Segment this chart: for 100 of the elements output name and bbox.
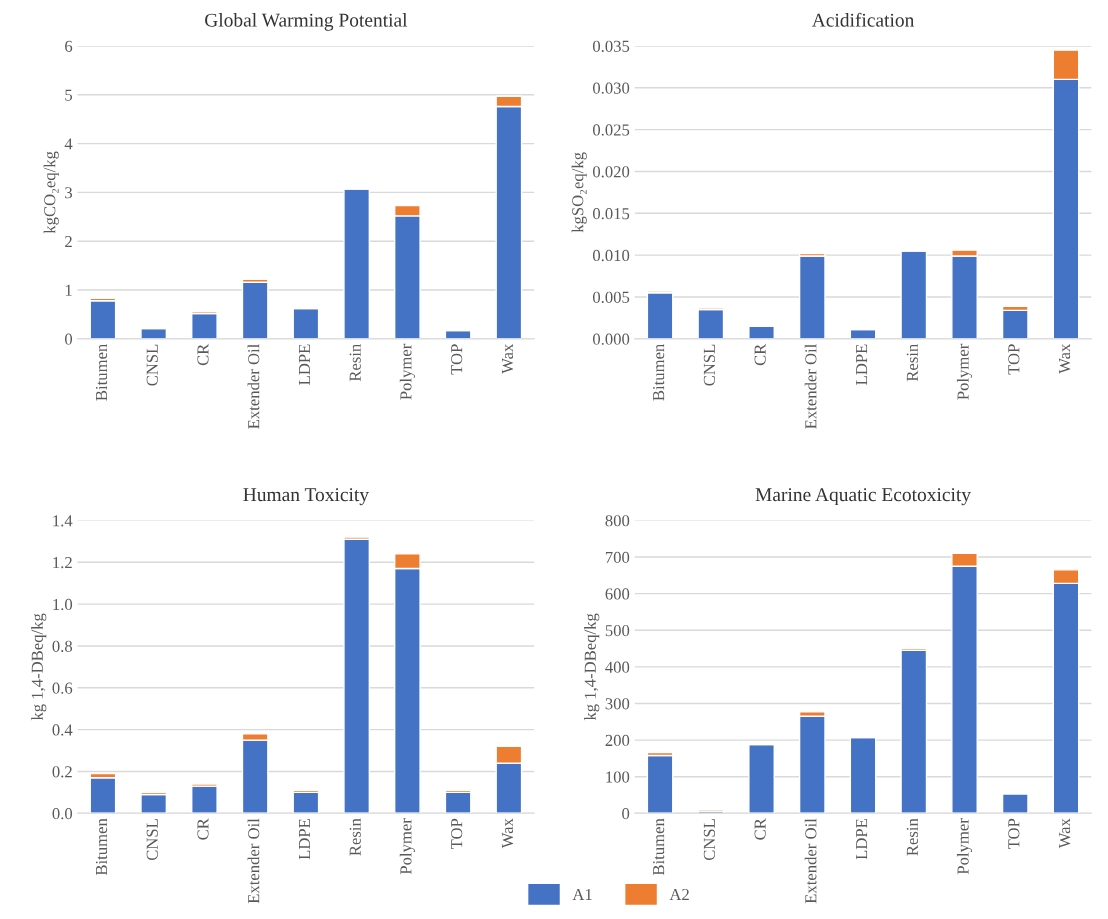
y-tick-label: 400 [605, 661, 630, 673]
x-tick-label: CR [197, 343, 209, 366]
bar [798, 715, 826, 814]
x-tick-label: Wax [501, 818, 514, 849]
y-tick-label: 0.035 [592, 40, 630, 52]
y-tick-label: 0.8 [52, 640, 73, 652]
y-tick-label: 0.0 [52, 808, 73, 820]
y-tick-label: 1.2 [53, 557, 72, 569]
y-tick-label: 0.000 [592, 333, 630, 345]
y-tick-label: 600 [605, 588, 630, 600]
chart-title: Marine Aquatic Ecotoxicity [755, 488, 971, 506]
y-tick-label: 200 [605, 734, 630, 747]
bar [343, 188, 371, 339]
x-tick-label: Extender Oil [804, 344, 817, 429]
bar [292, 307, 320, 339]
chart-title: Human Toxicity [243, 488, 369, 506]
y-tick-label: 0.4 [52, 724, 73, 736]
x-tick-label: Extender Oil [247, 818, 260, 904]
y-tick-label: 4 [64, 138, 73, 150]
x-tick-label: Bitumen [95, 818, 108, 876]
x-tick-label: Bitumen [95, 343, 108, 401]
legend-label: A1 [572, 888, 592, 900]
bar [748, 743, 775, 814]
bar [798, 255, 826, 339]
x-tick-label: Bitumen [653, 818, 665, 876]
y-tick-label: 2 [65, 235, 72, 247]
y-tick-label: 5 [65, 89, 73, 101]
x-tick-label: CR [754, 818, 766, 840]
x-tick-label: Extender Oil [804, 818, 817, 904]
x-tick-label: Wax [1059, 818, 1071, 849]
x-tick-label: TOP [1008, 344, 1020, 375]
x-tick-label: Wax [1059, 343, 1071, 374]
chart-title: Global Warming Potential [205, 13, 408, 31]
bar [292, 791, 320, 814]
bar [140, 793, 168, 814]
y-tick-label: 0 [65, 333, 73, 345]
x-tick-label: Polymer [956, 818, 973, 875]
x-tick-label: LDPE [856, 819, 868, 860]
bar [849, 736, 877, 814]
x-tick-label: CR [754, 343, 766, 366]
y-tick-label: 0.020 [592, 166, 630, 178]
x-tick-label: Extender Oil [247, 344, 260, 429]
y-tick-label: 800 [605, 515, 630, 527]
bar [646, 754, 674, 814]
y-tick-label: 6 [65, 40, 73, 52]
x-tick-label: LDPE [298, 344, 310, 385]
bar [444, 791, 472, 814]
y-tick-label: 3 [65, 187, 73, 199]
y-tick-label: 0.005 [592, 291, 630, 304]
y-tick-label: 1.4 [53, 515, 73, 527]
bar [646, 292, 674, 339]
y-tick-label: 300 [605, 698, 630, 710]
bar [697, 308, 725, 339]
y-tick-label: 0 [622, 808, 630, 820]
x-tick-label: Polymer [399, 818, 415, 875]
bar [89, 300, 117, 339]
bar [1001, 793, 1029, 814]
bar [241, 281, 269, 339]
y-tick-label: 0.015 [592, 208, 630, 220]
x-tick-label: LDPE [856, 344, 868, 385]
bar [900, 250, 928, 339]
y-axis-title: kgCO₂eq/kg [43, 151, 59, 234]
x-tick-label: Resin [349, 343, 361, 382]
x-tick-label: Polymer [399, 343, 415, 400]
y-tick-label: 0.6 [52, 682, 73, 694]
y-tick-label: 1 [65, 284, 72, 296]
x-tick-label: Polymer [956, 343, 973, 400]
x-tick-label: Resin [906, 343, 918, 382]
x-tick-label: CNSL [146, 344, 158, 386]
y-tick-label: 0.025 [592, 124, 630, 136]
y-tick-label: 1.0 [53, 598, 73, 611]
bar [89, 777, 117, 814]
x-tick-label: CNSL [703, 819, 715, 861]
x-tick-label: CR [197, 818, 209, 840]
chart-title: Acidification [811, 12, 915, 27]
x-tick-label: CNSL [146, 819, 158, 861]
x-tick-label: Resin [906, 818, 918, 856]
bar [900, 649, 928, 814]
y-tick-label: 0.010 [592, 249, 630, 262]
x-tick-label: TOP [451, 818, 463, 850]
bar [191, 312, 218, 339]
y-tick-label: 500 [605, 624, 630, 637]
y-tick-label: 100 [606, 771, 630, 783]
bar [1001, 309, 1029, 339]
bar [343, 538, 371, 814]
x-tick-label: Resin [349, 818, 361, 856]
x-tick-label: Wax [501, 343, 514, 374]
y-axis-title: kg 1,4-DBeq/kg [31, 613, 47, 721]
y-axis-title: kgSO₂eq/kg [571, 152, 587, 233]
x-tick-label: CNSL [703, 344, 715, 386]
bar [191, 785, 218, 814]
legend-label: A2 [669, 888, 689, 900]
x-tick-label: TOP [1008, 818, 1020, 850]
x-tick-label: Bitumen [653, 343, 665, 401]
x-tick-label: TOP [451, 344, 463, 375]
y-tick-label: 0.030 [592, 82, 630, 94]
y-tick-label: 700 [605, 551, 630, 563]
y-axis-title: kg 1,4-DBeq/kg [584, 613, 600, 721]
x-tick-label: LDPE [298, 819, 310, 860]
y-tick-label: 0.2 [52, 766, 72, 778]
